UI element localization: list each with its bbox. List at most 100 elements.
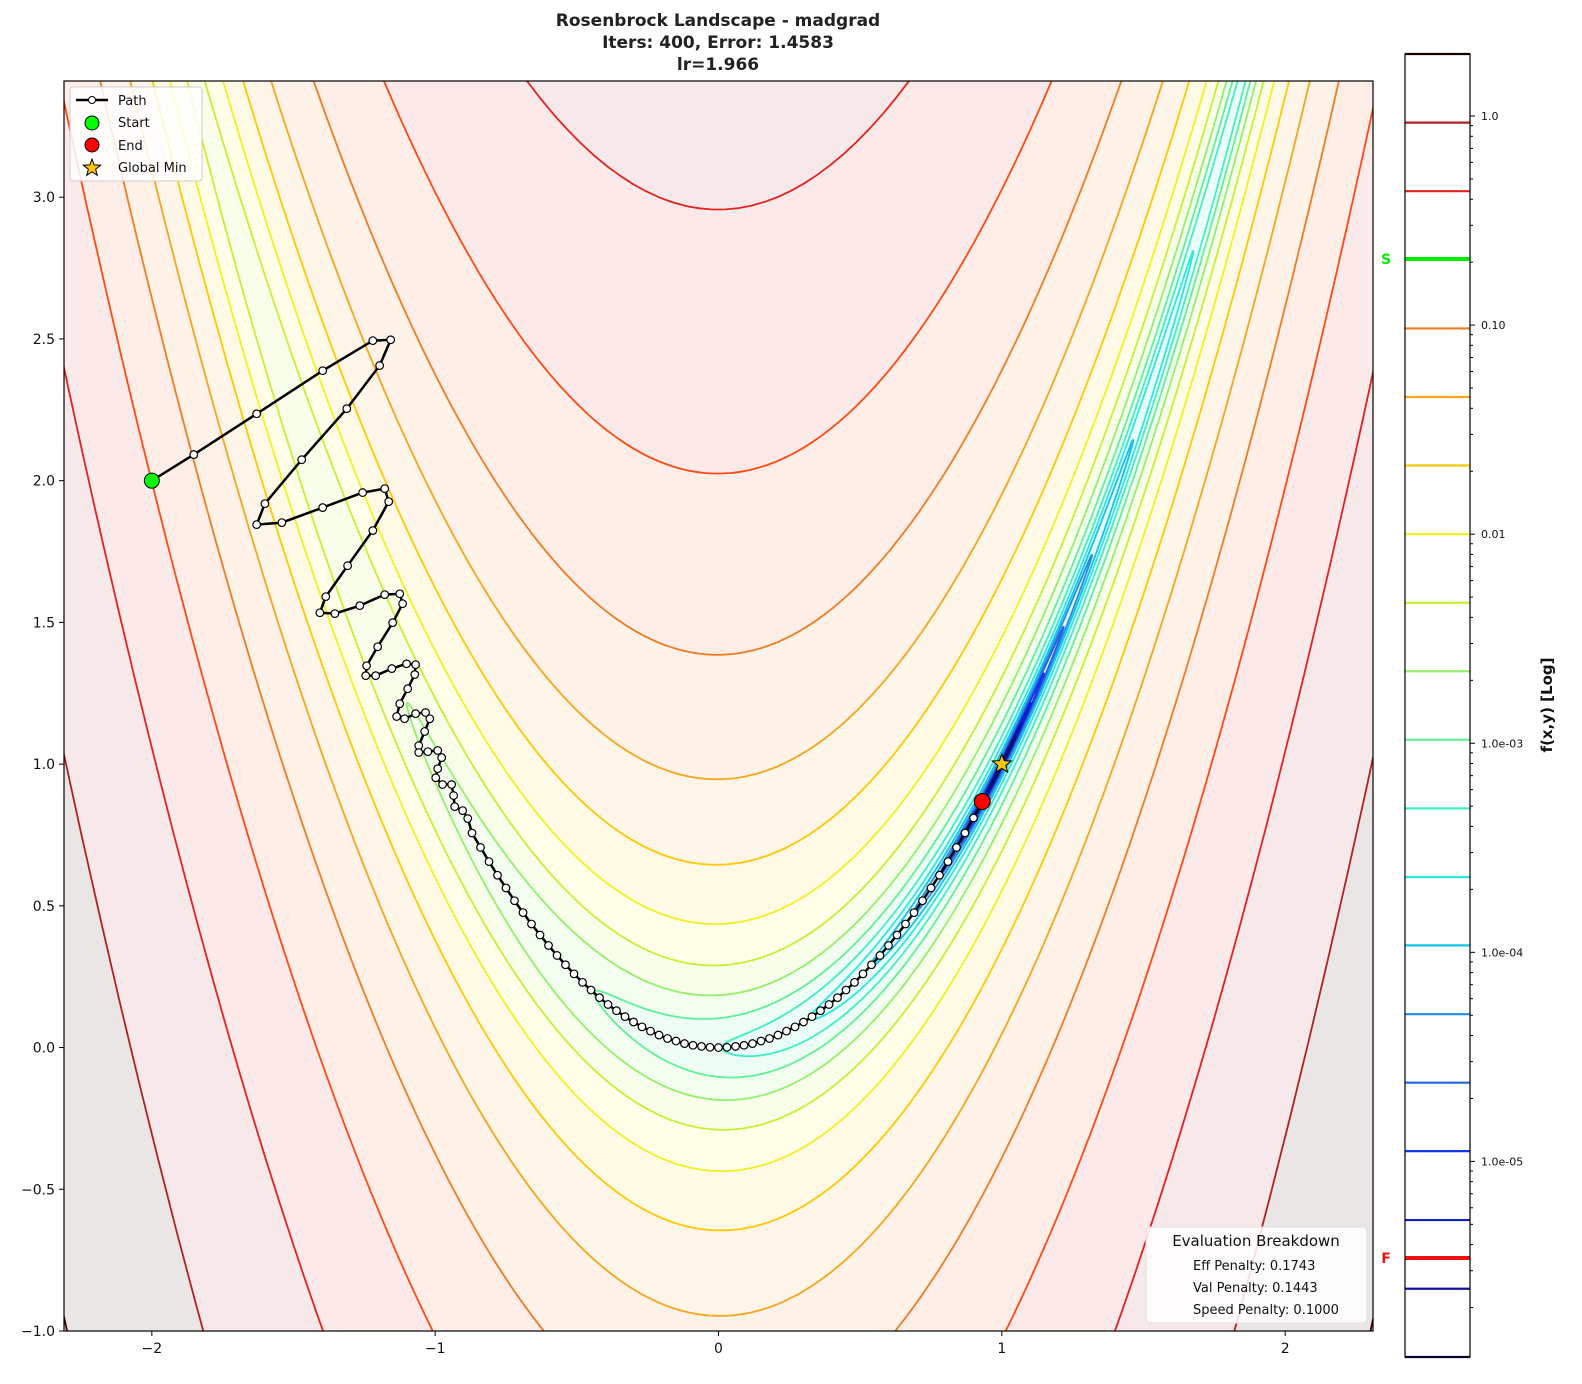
path-point — [816, 1006, 825, 1016]
contour-fills — [64, 81, 1373, 1331]
path-point — [756, 1036, 766, 1046]
contour-line — [987, 735, 1017, 792]
path-point — [252, 520, 262, 529]
y-tick-label: −1.0 — [21, 1324, 55, 1340]
path-point — [714, 1043, 723, 1052]
path-point — [395, 699, 405, 709]
path-point — [342, 404, 352, 414]
evaluation-title: Evaluation Breakdown — [1172, 1232, 1340, 1250]
colorbar: 1.0 0.10 0.01 1.0e-03 1.0e-04 1.0e-05 S F — [1381, 52, 1523, 1359]
end-marker — [973, 793, 991, 811]
path-point — [612, 1006, 621, 1016]
path-point — [361, 671, 371, 681]
legend-path-marker — [88, 96, 96, 104]
chart-title: Rosenbrock Landscape - madgrad Iters: 40… — [556, 11, 880, 75]
path-point — [371, 671, 381, 681]
path-point — [368, 526, 378, 535]
path-point — [535, 930, 545, 940]
path-point — [765, 1034, 774, 1043]
path-point — [569, 969, 579, 979]
x-tick-label: 2 — [1281, 1341, 1290, 1357]
path-point — [315, 608, 325, 618]
path-point — [447, 780, 457, 789]
path-point — [518, 908, 528, 918]
path-point — [358, 488, 368, 497]
colorbar-tick-label: 1.0e-05 — [1481, 1155, 1523, 1168]
path-point — [438, 780, 447, 789]
path-point — [467, 828, 477, 838]
path-point — [355, 601, 365, 611]
contour-lines — [64, 81, 1373, 1331]
path-point — [398, 599, 407, 609]
path-point — [850, 977, 859, 987]
path-point — [343, 561, 353, 571]
path-point — [425, 714, 435, 724]
colorbar-tick-label: 1.0e-03 — [1481, 737, 1523, 750]
contour-line — [64, 81, 1373, 1331]
path-point — [952, 843, 961, 852]
path-point — [458, 806, 468, 815]
optimizer-path — [147, 335, 987, 1052]
x-tick-label: −2 — [142, 1341, 163, 1357]
path-point — [824, 1000, 834, 1009]
path-point — [595, 993, 604, 1003]
start-marker — [143, 472, 160, 489]
path-point — [663, 1034, 672, 1043]
contour-line — [64, 81, 1373, 1331]
legend: Path Start End Global Min — [69, 86, 203, 182]
legend-start-marker — [84, 115, 100, 131]
speed-penalty: Speed Penalty: 0.1000 — [1193, 1303, 1339, 1318]
path-point — [362, 661, 372, 671]
contour-line — [64, 750, 1373, 1331]
path-point — [884, 941, 893, 950]
colorbar-label: f(x,y) [Log] — [1538, 658, 1556, 753]
path-point — [321, 592, 331, 601]
x-tick-label: 1 — [997, 1341, 1006, 1357]
path-point — [705, 1042, 715, 1052]
path-point — [380, 484, 390, 493]
path-point — [410, 670, 420, 679]
path-point — [318, 366, 328, 376]
path-point — [552, 951, 562, 960]
path-point — [586, 985, 596, 995]
path-point — [620, 1012, 630, 1022]
contour-fill-band — [187, 81, 1264, 1130]
path-point — [697, 1042, 706, 1051]
path-point — [277, 518, 287, 528]
y-tick-label: 0.0 — [33, 1041, 55, 1057]
y-axis: 3.0 2.5 2.0 1.5 1.0 0.5 0.0 −0.5 −1.0 — [21, 190, 64, 1340]
title-line-1: Rosenbrock Landscape - madgrad — [556, 11, 880, 31]
evaluation-breakdown-box: Evaluation Breakdown Eff Penalty: 0.1743… — [1145, 1226, 1368, 1324]
path-point — [260, 499, 270, 509]
path-point — [646, 1026, 655, 1036]
path-point — [841, 985, 851, 995]
legend-global-min-star-icon — [82, 157, 102, 177]
path-point — [380, 590, 390, 600]
path-point — [433, 746, 443, 755]
path-point — [411, 660, 421, 670]
path-point — [318, 503, 328, 512]
x-axis: −2 −1 0 1 2 — [142, 1331, 1290, 1357]
legend-path-label: Path — [118, 94, 147, 109]
contour-line — [405, 81, 1257, 1101]
path-point — [688, 1040, 698, 1050]
y-tick-label: 2.5 — [33, 332, 55, 348]
path-point — [437, 753, 447, 762]
path-point — [375, 361, 385, 370]
path-point — [384, 497, 394, 507]
val-penalty: Val Penalty: 0.1443 — [1193, 1281, 1318, 1296]
path-point — [960, 828, 970, 838]
path-point — [680, 1039, 689, 1048]
path-point — [411, 709, 421, 719]
path-point — [722, 1042, 732, 1052]
contour-line — [721, 81, 1247, 1058]
eff-penalty: Eff Penalty: 0.1743 — [1193, 1259, 1315, 1274]
contour-line — [186, 81, 1265, 1131]
path-point — [463, 814, 473, 823]
colorbar-tick-label: 1.0e-04 — [1481, 946, 1523, 959]
path-point — [431, 773, 441, 783]
path-point — [578, 977, 587, 987]
x-tick-label: −1 — [425, 1341, 446, 1357]
path-point — [189, 450, 199, 459]
